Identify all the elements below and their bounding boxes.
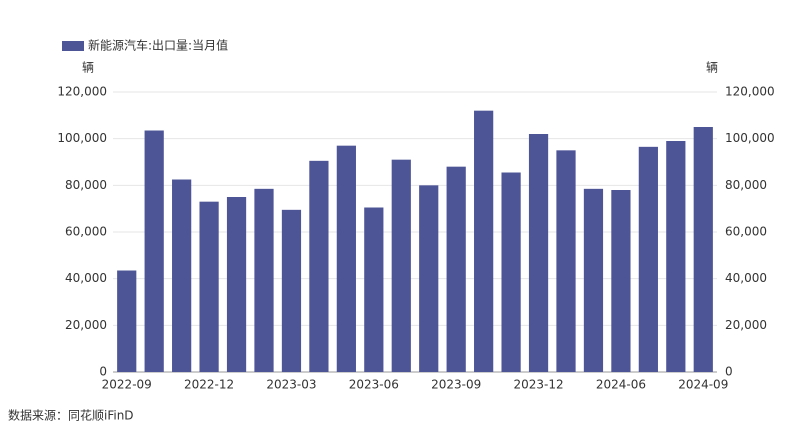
x-tick-label: 2024-09 [678, 378, 728, 392]
y-tick-label: 120,000 [57, 85, 107, 99]
y-tick-label: 40,000 [65, 271, 107, 285]
y-tick-label: 60,000 [65, 225, 107, 239]
bar [309, 160, 329, 372]
y-tick-label: 80,000 [65, 178, 107, 192]
x-tick-label: 2023-09 [431, 378, 481, 392]
x-tick-label: 2023-06 [349, 378, 399, 392]
bar [364, 207, 384, 372]
bar [666, 141, 686, 372]
legend-swatch [62, 41, 84, 51]
x-tick-label: 2023-12 [513, 378, 563, 392]
x-tick-label: 2023-03 [266, 378, 316, 392]
bar [611, 190, 631, 372]
y2-tick-label: 20,000 [725, 318, 767, 332]
bar [501, 172, 521, 372]
x-tick-label: 2022-12 [184, 378, 234, 392]
bar [419, 185, 439, 372]
y2-tick-label: 0 [725, 365, 733, 379]
y-tick-label: 0 [99, 365, 107, 379]
bar [117, 270, 137, 372]
bar [446, 166, 466, 372]
source-note: 数据来源：同花顺iFinD [8, 408, 134, 423]
y2-tick-label: 100,000 [725, 131, 775, 145]
bar [144, 130, 164, 372]
y2-axis-label: 辆 [706, 61, 718, 75]
bar [336, 145, 356, 372]
bar [391, 159, 411, 372]
bar [528, 134, 549, 372]
bar [199, 201, 219, 372]
legend-label: 新能源汽车:出口量:当月值 [88, 38, 228, 53]
y2-tick-label: 40,000 [725, 271, 767, 285]
bar [226, 197, 247, 372]
y2-tick-label: 80,000 [725, 178, 767, 192]
x-tick-label: 2024-06 [596, 378, 646, 392]
y2-tick-label: 60,000 [725, 225, 767, 239]
x-tick-label: 2022-09 [102, 378, 152, 392]
y-tick-label: 100,000 [57, 131, 107, 145]
y2-tick-label: 120,000 [725, 85, 775, 99]
y-tick-label: 20,000 [65, 318, 107, 332]
bar [583, 188, 604, 372]
bar [474, 110, 494, 373]
bar [254, 188, 274, 372]
bar [281, 209, 302, 372]
bar [556, 150, 576, 372]
bar [693, 127, 713, 372]
bar [172, 179, 192, 372]
y-axis-label: 辆 [82, 61, 94, 75]
bar [638, 146, 658, 372]
